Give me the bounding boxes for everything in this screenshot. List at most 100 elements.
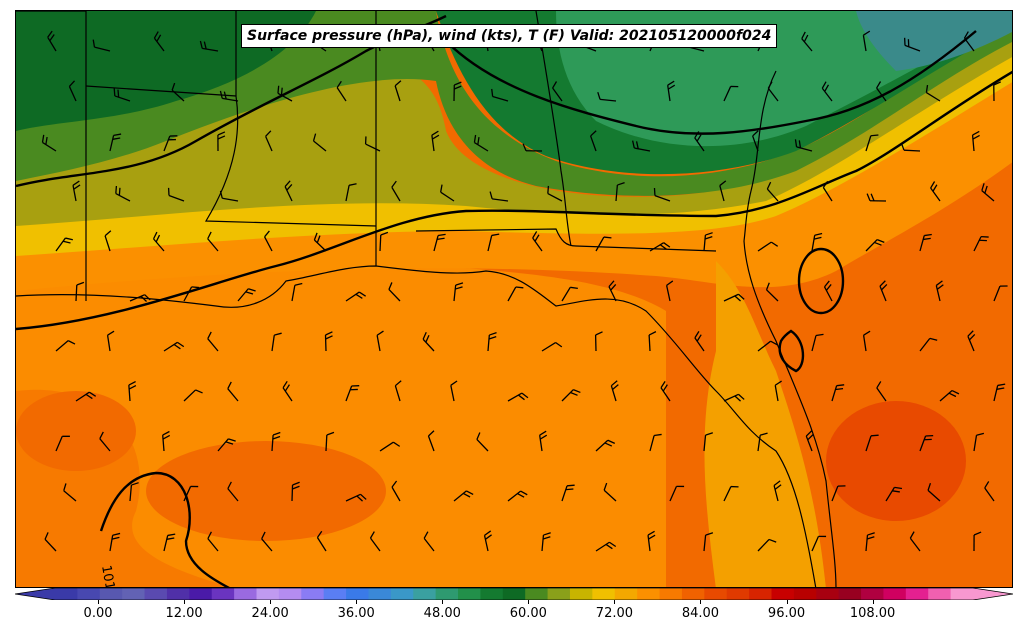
wind-barb (163, 533, 176, 552)
wind-barb (541, 532, 551, 552)
colorbar-segment (681, 588, 705, 600)
wind-barb (927, 482, 941, 502)
wind-barb (865, 532, 875, 552)
wind-barb (667, 80, 676, 102)
wind-barb (967, 330, 976, 352)
wind-barb (72, 180, 81, 202)
wind-barb (391, 180, 401, 202)
wind-barb (766, 181, 779, 202)
wind-barb (129, 294, 151, 302)
wind-barb (595, 236, 612, 252)
wind-barb (589, 130, 597, 152)
wind-barb (476, 432, 489, 452)
boundaries (16, 11, 837, 587)
isobar-north (445, 30, 977, 135)
wind-barb (336, 80, 347, 102)
wind-barb (55, 237, 73, 252)
wind-barb (219, 90, 239, 102)
wind-barb (345, 291, 367, 302)
warm-spot-west (16, 391, 136, 471)
wind-barb (603, 482, 617, 502)
colorbar-segment (905, 588, 929, 600)
colorbar-segment (144, 588, 168, 600)
colorbar-tick-label: 48.00 (423, 606, 461, 621)
wind-barb (63, 483, 77, 502)
wind-barb (703, 232, 713, 252)
wind-barb (879, 280, 888, 302)
wind-barb (394, 380, 402, 402)
wind-barb (876, 81, 887, 102)
wind-barb (227, 381, 239, 402)
wind-barb (862, 330, 871, 352)
wind-barb (811, 333, 824, 352)
weather-map: 1016 Surface pressure (hPa), wind (kts),… (15, 10, 1013, 588)
colorbar-tick-mark (356, 600, 358, 604)
colorbar-tick-label: 24.00 (251, 606, 289, 621)
wind-barb (993, 285, 1008, 302)
wind-barb (217, 438, 236, 452)
wind-barb (75, 391, 97, 402)
wind-barb (207, 231, 219, 252)
wind-barb (489, 191, 509, 202)
colorbar-segment (950, 588, 974, 600)
wind-barb (324, 331, 333, 352)
colorbar-segment (55, 588, 78, 600)
wind-barb (862, 30, 871, 52)
wind-barb (935, 280, 944, 302)
wind-barb (831, 384, 845, 402)
colorbar-segment (435, 588, 459, 600)
wind-barb (237, 288, 256, 302)
colorbar-segment (704, 588, 728, 600)
wind-barb (757, 241, 779, 252)
colorbar-segment (166, 588, 190, 600)
wind-barb (811, 535, 827, 552)
wind-barb (345, 183, 357, 202)
wind-barb (723, 85, 739, 102)
wind-barb (971, 130, 980, 152)
wind-barb (757, 538, 777, 552)
colorbar-segment (480, 588, 504, 600)
wind-barb (376, 330, 384, 352)
wind-barb (55, 340, 76, 352)
florida-band (704, 261, 826, 587)
wind-barb (539, 430, 548, 452)
colorbar-segment (189, 588, 213, 600)
colorbar-tick-label: 108.00 (849, 606, 896, 621)
wind-barb (865, 434, 879, 452)
wind-barb (647, 530, 656, 552)
colorbar-segment (278, 588, 302, 600)
colorbar-segment (234, 588, 258, 600)
colorbar-tick-label: 60.00 (509, 606, 547, 621)
wind-barb (491, 88, 509, 102)
wind-barb (903, 37, 921, 52)
wind-barb (104, 230, 112, 252)
wind-barb (703, 532, 714, 552)
wind-barb (831, 485, 846, 502)
colorbar-tick-label: 36.00 (337, 606, 375, 621)
colorbar-ticks: 0.00 12.00 24.00 36.00 48.00 60.00 72.00 84.00 9… (0, 600, 1022, 630)
colorbar-tick-mark (270, 600, 272, 604)
wind-barb (99, 431, 111, 452)
wind-barb (171, 82, 185, 102)
colorbar-tick-mark (184, 600, 186, 604)
wind-barb (694, 131, 705, 152)
wind-barb (282, 380, 293, 402)
isobar-central (16, 70, 1012, 331)
wind-barb (973, 432, 985, 452)
wind-barb (507, 286, 524, 302)
wind-barb (649, 242, 671, 252)
wind-barb (909, 531, 921, 552)
wind-barb (595, 541, 617, 552)
colorbar-segment (256, 588, 280, 600)
wind-barb (431, 130, 440, 152)
wind-barb (388, 282, 401, 302)
wind-barb (660, 380, 671, 402)
wind-barb (379, 441, 401, 452)
wind-barb (440, 184, 455, 202)
colorbar-segment (525, 588, 549, 600)
map-title: Surface pressure (hPa), wind (kts), T (F… (241, 24, 778, 48)
wind-barb (811, 232, 823, 252)
wind-barb (765, 282, 779, 302)
wind-barb (719, 180, 727, 202)
wind-barb (865, 134, 879, 152)
